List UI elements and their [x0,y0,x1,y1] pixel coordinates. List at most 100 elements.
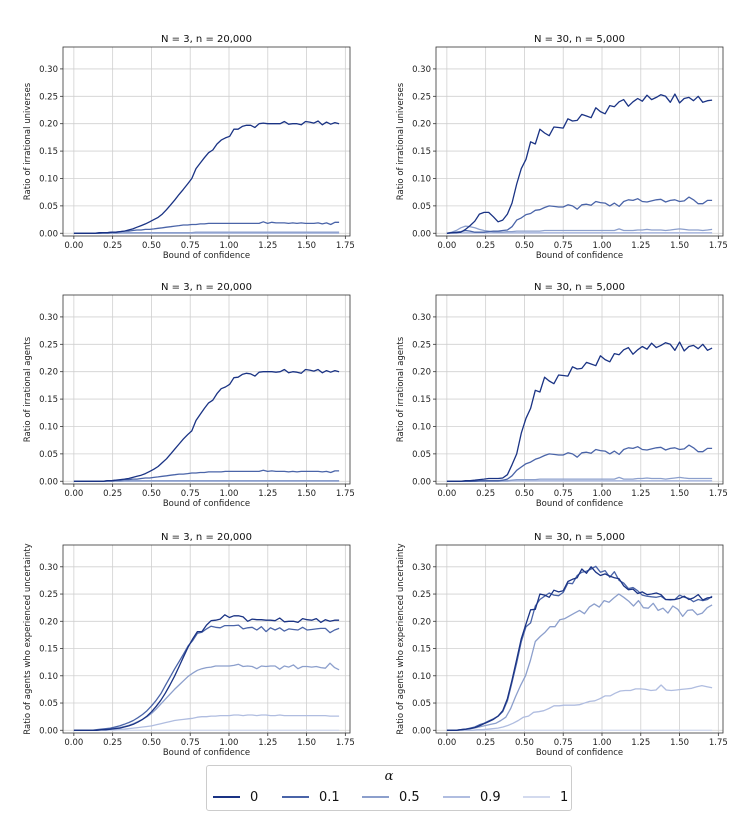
y-tick-label: 0.25 [412,92,431,102]
legend: α 0 0.1 0.5 0.9 1 [206,765,572,811]
y-tick-label: 0.25 [39,340,58,350]
y-axis-label: Ratio of irrational universes [396,82,406,200]
x-tick-label: 0.25 [476,738,495,748]
x-tick-label: 0.25 [103,241,122,251]
series-line-alpha-0.1 [446,444,713,482]
x-tick-label: 1.00 [593,241,612,251]
x-tick-label: 0.25 [103,738,122,748]
x-tick-label: 0.50 [515,241,534,251]
x-axis-label: Bound of confidence [536,251,623,261]
x-tick-label: 1.75 [709,738,728,748]
x-tick-label: 1.25 [258,241,277,251]
x-tick-label: 1.50 [297,241,316,251]
series-line-alpha-0.9 [446,232,713,234]
y-tick-label: 0.10 [39,672,58,682]
series-line-alpha-0.5 [73,231,340,234]
y-tick-label: 0.00 [39,477,58,487]
series-line-alpha-0 [73,368,340,482]
y-tick-label: 0.15 [412,395,431,405]
y-tick-label: 0.05 [39,450,58,460]
x-tick-label: 0.00 [437,489,456,499]
panel: 0.00 0.25 0.50 0.75 1.00 1.25 1.50 1.75 0.00 0.05… [23,282,355,509]
x-axis-label: Bound of confidence [163,251,250,261]
series-line-alpha-0 [446,566,713,731]
plot-area [63,47,350,236]
x-tick-label: 1.00 [593,489,612,499]
y-tick-label: 0.25 [39,92,58,102]
legend-label: 1 [560,789,569,805]
legend-label: 0.1 [319,789,340,805]
x-tick-label: 0.75 [554,241,573,251]
x-tick-label: 1.00 [220,241,239,251]
x-tick-label: 1.25 [631,489,650,499]
y-tick-label: 0.20 [39,368,58,378]
y-tick-label: 0.30 [412,563,431,573]
y-tick-label: 0.10 [39,174,58,184]
x-tick-label: 1.50 [670,489,689,499]
y-tick-label: 0.25 [39,590,58,600]
y-tick-label: 0.20 [412,120,431,130]
series-line-alpha-0 [73,614,340,731]
x-tick-label: 0.75 [554,489,573,499]
y-tick-label: 0.15 [39,395,58,405]
x-tick-label: 1.25 [631,241,650,251]
axes-frame [62,544,351,734]
panel-title: N = 3, n = 20,000 [161,34,252,45]
x-tick-label: 1.50 [670,241,689,251]
axes-frame [62,294,351,485]
panel-title: N = 30, n = 5,000 [534,532,625,543]
axes-frame [435,294,724,485]
x-axis-label: Bound of confidence [536,499,623,509]
x-tick-label: 0.75 [181,738,200,748]
series-line-alpha-0.1 [73,624,340,731]
series-line-alpha-0.5 [73,480,340,482]
plot-area [63,295,350,484]
y-tick-label: 0.20 [39,120,58,130]
y-tick-label: 0.25 [412,590,431,600]
x-tick-label: 1.75 [336,738,355,748]
legend-item-0: 0 [213,788,258,806]
panel: 0.00 0.25 0.50 0.75 1.00 1.25 1.50 1.75 0.00 0.05… [23,532,355,758]
x-axis-label: Bound of confidence [163,499,250,509]
y-tick-label: 0.15 [412,147,431,157]
x-tick-label: 0.50 [515,738,534,748]
legend-swatch [213,796,240,798]
x-tick-label: 0.25 [476,241,495,251]
y-tick-label: 0.05 [39,699,58,709]
y-tick-label: 0.20 [412,617,431,627]
y-axis-label: Ratio of irrational agents [23,336,33,442]
y-tick-label: 0.00 [39,229,58,239]
axes-frame [62,46,351,237]
panel: 0.00 0.25 0.50 0.75 1.00 1.25 1.50 1.75 0.00 0.05… [396,34,728,261]
x-tick-label: 1.75 [709,489,728,499]
y-tick-label: 0.00 [412,229,431,239]
x-axis-label: Bound of confidence [163,748,250,758]
y-axis-label: Ratio of irrational agents [396,336,406,442]
y-tick-label: 0.00 [412,726,431,736]
y-tick-label: 0.30 [39,313,58,323]
panel-title: N = 3, n = 20,000 [161,282,252,293]
x-tick-label: 1.25 [258,489,277,499]
series-line-alpha-0.9 [446,684,713,731]
legend-item-1: 1 [523,788,568,806]
y-tick-label: 0.30 [412,313,431,323]
x-tick-label: 1.00 [593,738,612,748]
y-tick-label: 0.25 [412,340,431,350]
y-tick-label: 0.05 [412,450,431,460]
x-tick-label: 0.25 [476,489,495,499]
y-tick-label: 0.05 [412,699,431,709]
y-tick-label: 0.20 [39,617,58,627]
figure: 0.00 0.25 0.50 0.75 1.00 1.25 1.50 1.75 0.00 0.05… [23,34,728,758]
series-line-alpha-0 [446,93,713,234]
y-tick-label: 0.05 [412,202,431,212]
x-tick-label: 0.00 [64,241,83,251]
x-tick-label: 1.50 [297,489,316,499]
y-tick-label: 0.00 [412,477,431,487]
x-tick-label: 1.50 [670,738,689,748]
legend-item-0.9: 0.9 [443,788,501,806]
y-tick-label: 0.10 [412,672,431,682]
x-tick-label: 1.50 [297,738,316,748]
y-tick-label: 0.10 [39,422,58,432]
x-tick-label: 1.00 [220,738,239,748]
legend-item-0.1: 0.1 [282,788,340,806]
